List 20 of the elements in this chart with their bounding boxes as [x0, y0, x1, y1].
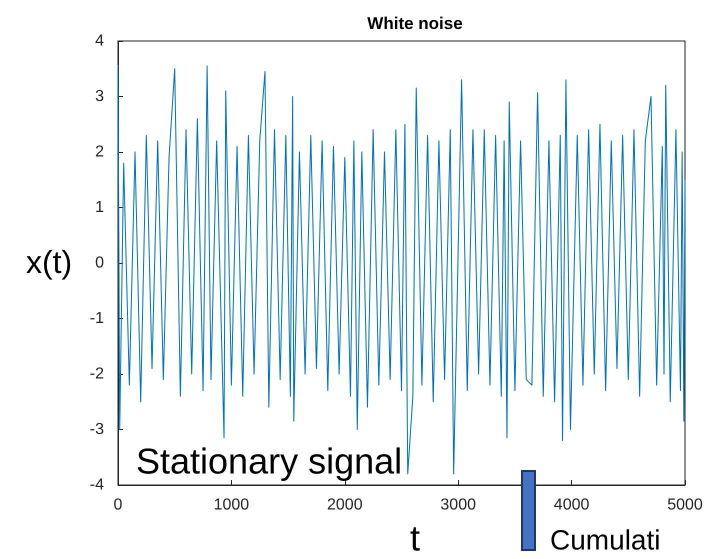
x-tick-label: 3000	[440, 496, 476, 514]
y-tick-label: 2	[95, 144, 104, 160]
text: Cumulati	[550, 524, 660, 556]
x-tick-label: 5000	[667, 496, 703, 514]
y-tick-label: -2	[90, 366, 104, 382]
x-tick-label: 1000	[214, 496, 250, 514]
y-tick-label: 0	[95, 254, 104, 272]
y-tick-label: -3	[90, 421, 104, 438]
y-tick-label: -4	[90, 476, 104, 494]
chart-title: White noise	[367, 14, 463, 33]
annotation: Stationary signal	[136, 440, 402, 482]
x-tick-label: 4000	[554, 496, 590, 514]
y-tick-label: 3	[95, 88, 104, 105]
y-tick-label: -1	[90, 310, 104, 327]
x-tick-label: 2000	[327, 496, 363, 514]
y-tick-label: 1	[95, 199, 104, 216]
y-tick-label: 4	[95, 32, 104, 50]
y-axis-title: x(t)	[26, 244, 72, 280]
x-tick-label: 0	[114, 496, 123, 514]
x-axis-title: t	[410, 518, 420, 558]
